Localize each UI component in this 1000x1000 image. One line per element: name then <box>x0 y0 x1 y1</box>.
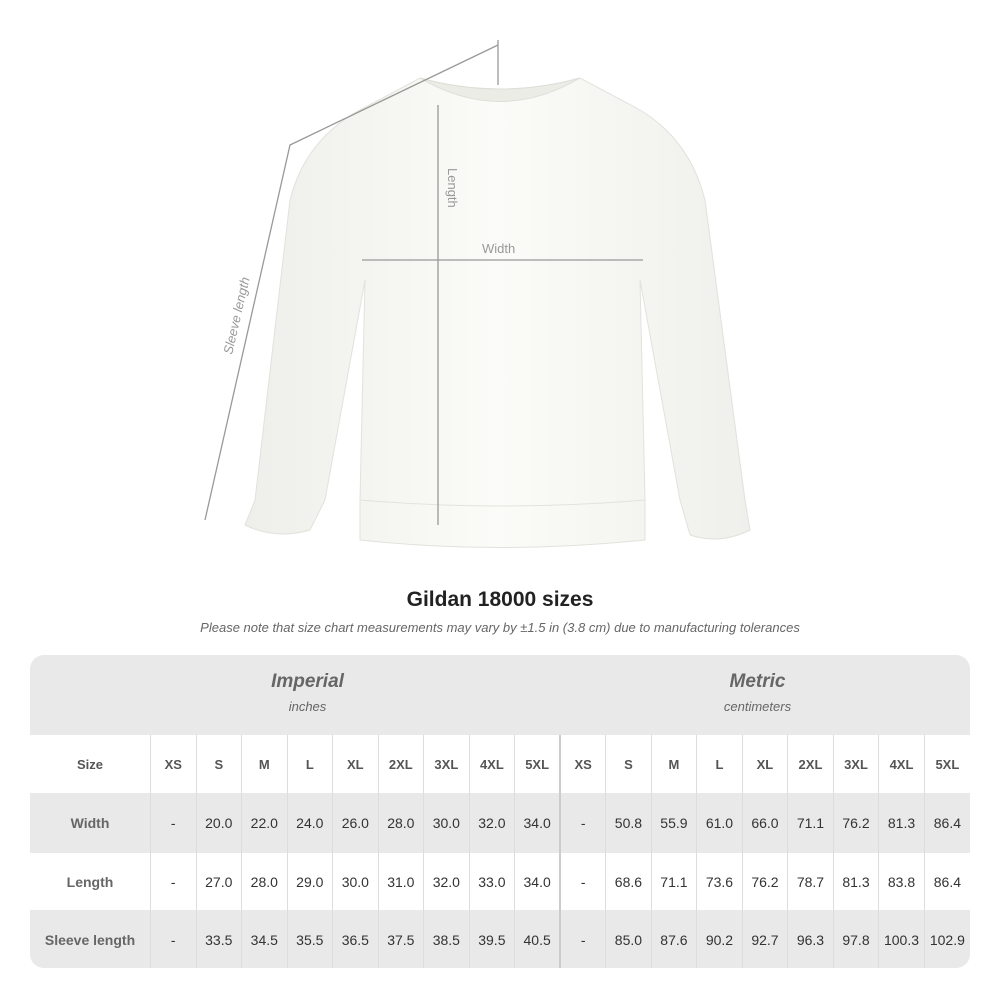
metric-size-s: S <box>605 735 652 793</box>
imperial-cell: 36.5 <box>332 910 379 968</box>
tolerance-note: Please note that size chart measurements… <box>200 620 800 635</box>
imperial-cell: 29.0 <box>286 853 333 910</box>
metric-cell: 78.7 <box>787 853 834 910</box>
metric-cell: 81.3 <box>832 853 879 910</box>
metric-size-l: L <box>696 735 743 793</box>
imperial-cell: 32.0 <box>468 793 515 853</box>
imperial-cell: 37.5 <box>377 910 424 968</box>
imperial-size-l: L <box>286 735 333 793</box>
imperial-cell: 40.5 <box>514 910 561 968</box>
metric-cell: 97.8 <box>832 910 879 968</box>
metric-cell: 73.6 <box>696 853 743 910</box>
imperial-size-3xl: 3XL <box>423 735 470 793</box>
imperial-cell: 26.0 <box>332 793 379 853</box>
metric-cell: 85.0 <box>605 910 652 968</box>
imperial-cell: - <box>150 853 197 910</box>
imperial-size-m: M <box>241 735 288 793</box>
metric-cell: 68.6 <box>605 853 652 910</box>
chart-title: Gildan 18000 sizes <box>406 588 594 611</box>
imperial-cell: 28.0 <box>241 853 288 910</box>
imperial-size-s: S <box>195 735 242 793</box>
table-row: Sleeve length -33.5 34.5 35.5 36.5 37.5 38.5 39… <box>30 910 970 968</box>
metric-size-m: M <box>650 735 697 793</box>
imperial-cell: 28.0 <box>377 793 424 853</box>
metric-size-4xl: 4XL <box>878 735 925 793</box>
metric-size-xl: XL <box>741 735 788 793</box>
imperial-cell: 33.5 <box>195 910 242 968</box>
row-label: Length <box>30 853 151 910</box>
metric-cell: 96.3 <box>787 910 834 968</box>
sleeve-label: Sleeve length <box>220 276 252 356</box>
metric-cell: - <box>559 853 606 910</box>
metric-size-3xl: 3XL <box>832 735 879 793</box>
imperial-cell: 30.0 <box>332 853 379 910</box>
metric-size-xs: XS <box>559 735 606 793</box>
imperial-size-2xl: 2XL <box>377 735 424 793</box>
imperial-cell: 27.0 <box>195 853 242 910</box>
metric-cell: 92.7 <box>741 910 788 968</box>
imperial-cell: 22.0 <box>241 793 288 853</box>
metric-cell: - <box>559 793 606 853</box>
row-label: Width <box>30 793 151 853</box>
imperial-size-xs: XS <box>150 735 197 793</box>
table-row: Width -20.0 22.0 24.0 26.0 28.0 30.0 32.0 34.0-5… <box>30 793 970 853</box>
metric-title: Metric <box>729 671 786 692</box>
imperial-cell: 24.0 <box>286 793 333 853</box>
metric-cell: 66.0 <box>741 793 788 853</box>
imperial-cell: 20.0 <box>195 793 242 853</box>
size-label: Size <box>30 735 151 793</box>
metric-size-5xl: 5XL <box>923 735 970 793</box>
imperial-cell: 33.0 <box>468 853 515 910</box>
imperial-cell: 38.5 <box>423 910 470 968</box>
metric-cell: 83.8 <box>878 853 925 910</box>
imperial-size-5xl: 5XL <box>514 735 561 793</box>
imperial-cell: 35.5 <box>286 910 333 968</box>
size-header-row: Size XS S M L XL 2XL 3XL 4XL 5XL XS S M L XL 2XL 3XL 4XL 5… <box>30 735 970 793</box>
metric-cell: - <box>559 910 606 968</box>
sweatshirt-illustration: Length Width Sleeve length <box>204 40 751 548</box>
metric-cell: 102.9 <box>923 910 970 968</box>
imperial-cell: 39.5 <box>468 910 515 968</box>
sleeve-arrow <box>204 44 499 521</box>
imperial-cell: 34.5 <box>241 910 288 968</box>
table-row: Length -27.0 28.0 29.0 30.0 31.0 32.0 33.0 34.0-… <box>30 853 970 910</box>
metric-cell: 71.1 <box>650 853 697 910</box>
metric-cell: 90.2 <box>696 910 743 968</box>
imperial-title: Imperial <box>271 671 344 692</box>
metric-cell: 81.3 <box>878 793 925 853</box>
metric-cell: 76.2 <box>741 853 788 910</box>
imperial-cell: 34.0 <box>514 853 561 910</box>
metric-cell: 76.2 <box>832 793 879 853</box>
metric-cell: 71.1 <box>787 793 834 853</box>
imperial-cell: - <box>150 793 197 853</box>
imperial-size-xl: XL <box>332 735 379 793</box>
metric-cell: 50.8 <box>605 793 652 853</box>
metric-cell: 61.0 <box>696 793 743 853</box>
width-label: Width <box>482 241 515 256</box>
metric-cell: 100.3 <box>878 910 925 968</box>
imperial-cell: 32.0 <box>423 853 470 910</box>
size-table-card: Imperial inches Metric centimeters Size X… <box>30 655 970 968</box>
imperial-unit: inches <box>288 699 327 714</box>
length-label: Length <box>445 168 460 208</box>
imperial-size-4xl: 4XL <box>468 735 515 793</box>
metric-cell: 55.9 <box>650 793 697 853</box>
metric-header: Metric centimeters <box>560 655 955 735</box>
row-label: Sleeve length <box>30 910 151 968</box>
size-table: Size XS S M L XL 2XL 3XL 4XL 5XL XS S M L XL 2XL 3XL 4XL 5… <box>30 735 970 968</box>
metric-cell: 87.6 <box>650 910 697 968</box>
imperial-cell: 31.0 <box>377 853 424 910</box>
metric-cell: 86.4 <box>923 793 970 853</box>
metric-size-2xl: 2XL <box>787 735 834 793</box>
imperial-cell: 34.0 <box>514 793 561 853</box>
imperial-cell: 30.0 <box>423 793 470 853</box>
imperial-cell: - <box>150 910 197 968</box>
sweatshirt <box>244 77 751 548</box>
metric-unit: centimeters <box>723 699 792 714</box>
imperial-header: Imperial inches <box>150 655 465 735</box>
metric-cell: 86.4 <box>923 853 970 910</box>
